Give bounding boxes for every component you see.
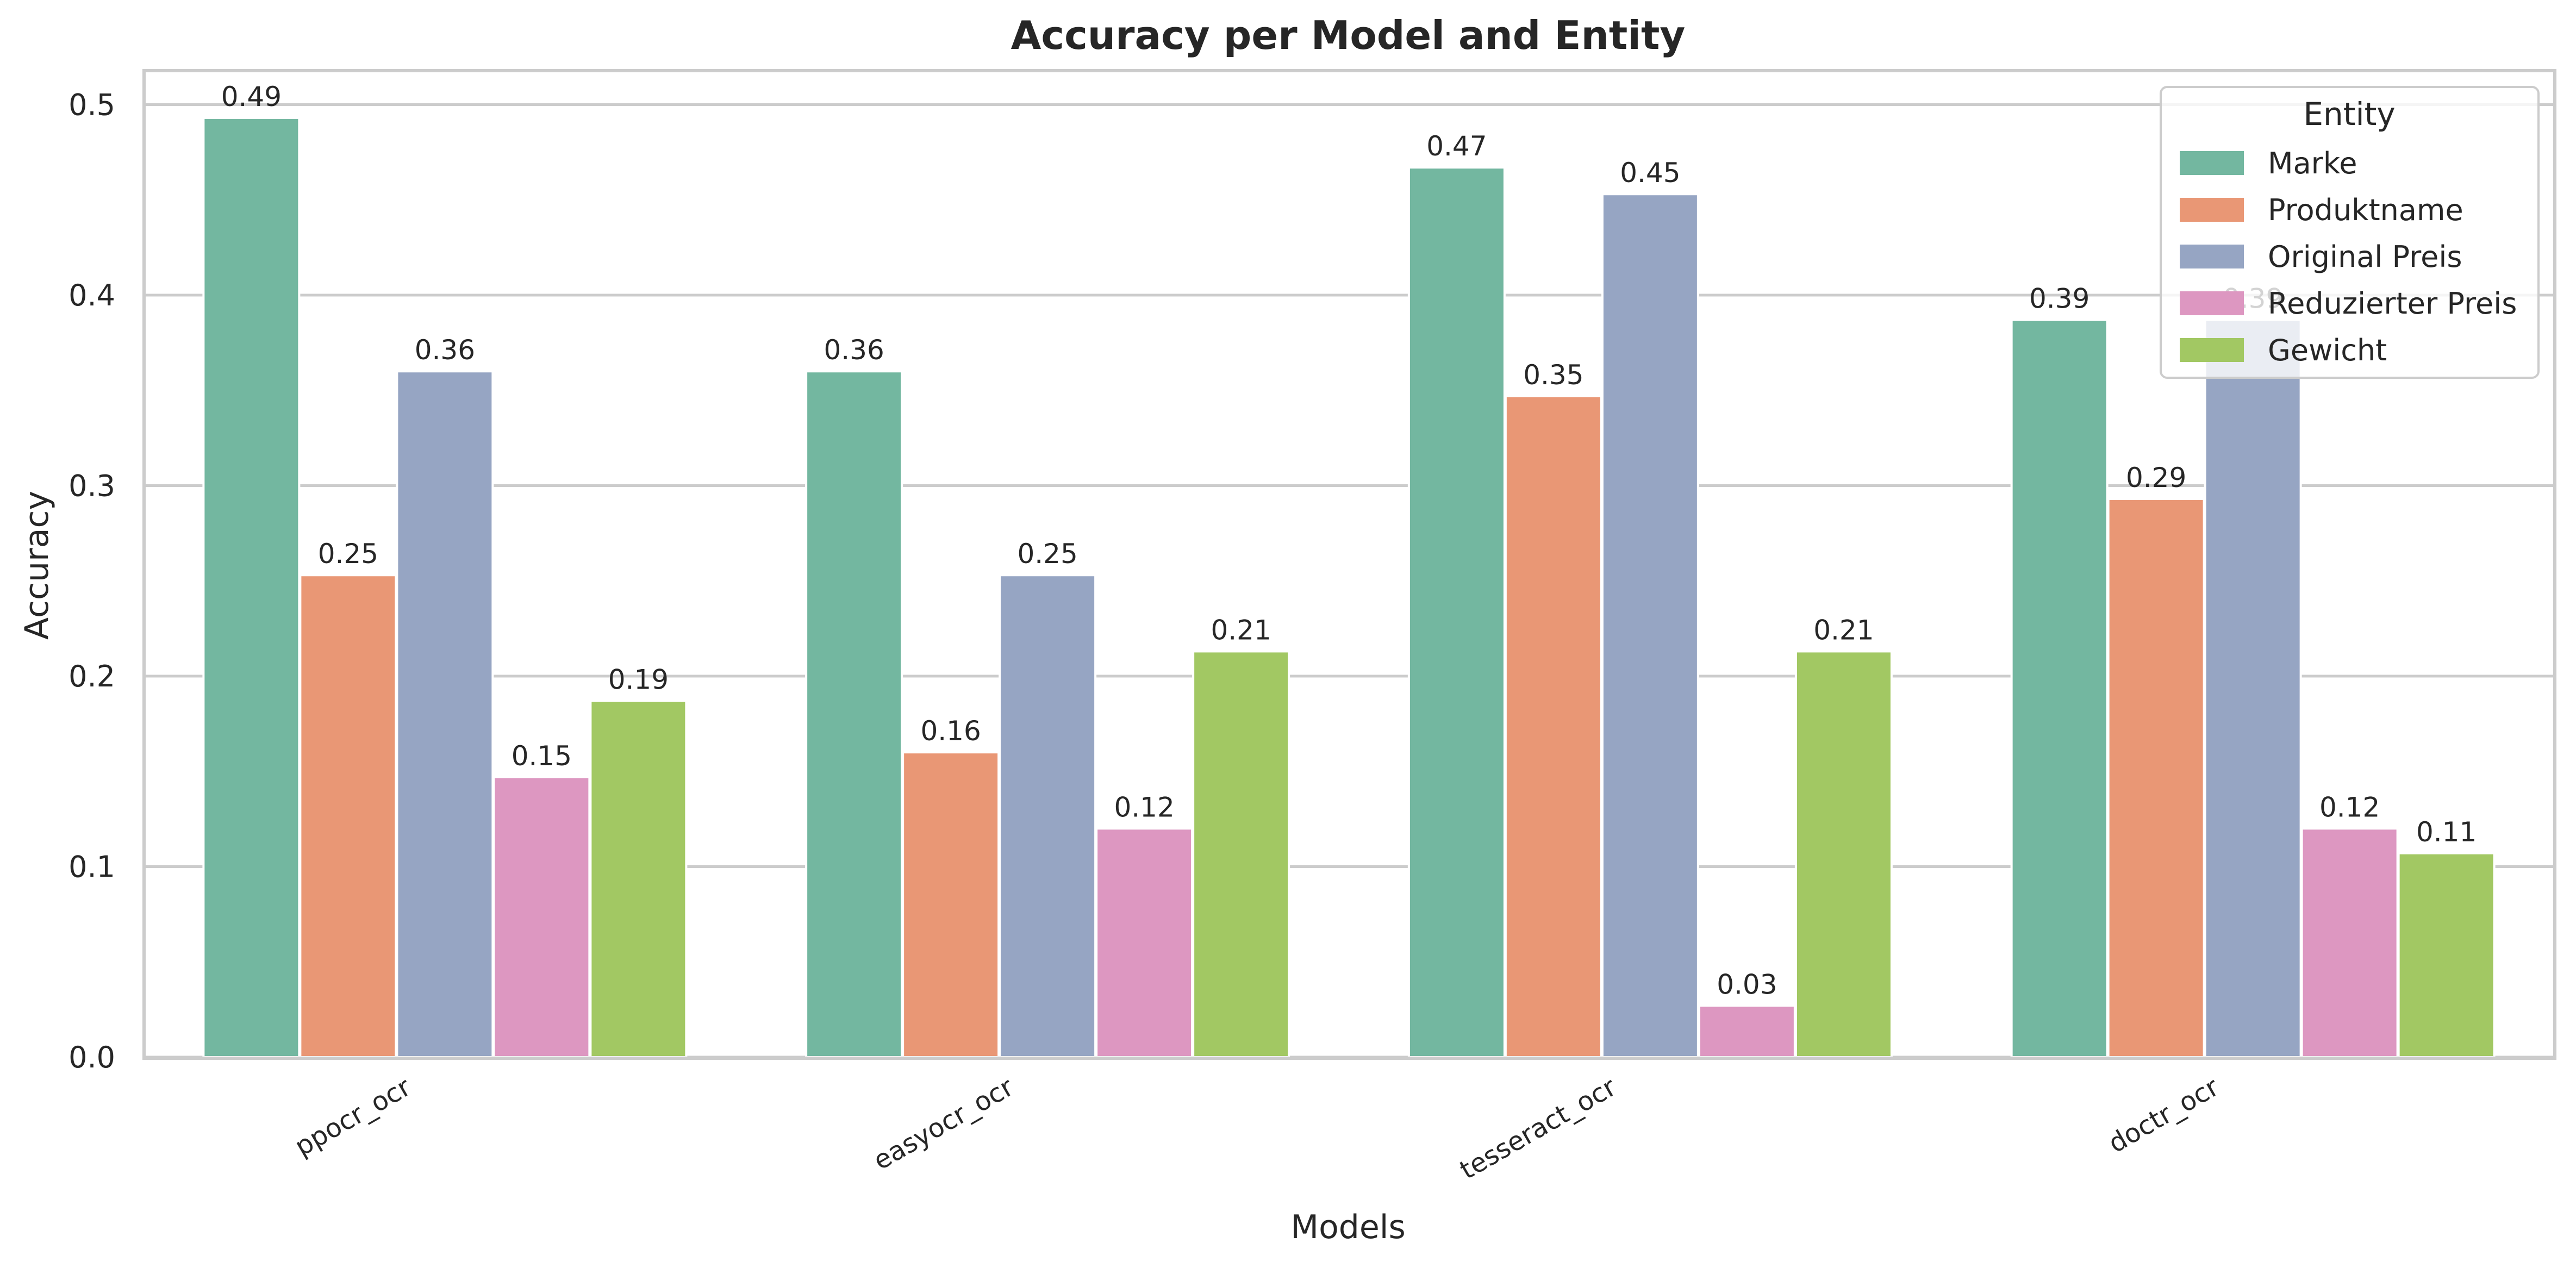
y-tick-label: 0.1 xyxy=(68,850,115,884)
y-tick-label: 0.5 xyxy=(68,88,115,122)
bar-produktname-easyocr_ocr xyxy=(902,751,1000,1058)
bar-value-label: 0.36 xyxy=(415,334,475,366)
x-axis-label: Models xyxy=(1290,1208,1405,1246)
bar-value-label: 0.25 xyxy=(1017,538,1077,570)
bar-value-label: 0.15 xyxy=(512,740,572,772)
bar-value-label: 0.29 xyxy=(2126,462,2186,494)
bar-value-label: 0.12 xyxy=(2319,791,2380,823)
x-axis-ticks: ppocr_ocr easyocr_ocr tesseract_ocr doctr_o… xyxy=(290,1072,2224,1186)
y-tick-label: 0.0 xyxy=(68,1040,115,1075)
bar-value-label: 0.35 xyxy=(1523,359,1583,391)
plot-frame xyxy=(142,69,2556,1060)
y-tick-label: 0.3 xyxy=(68,469,115,503)
y-axis-ticks: 0.0 0.1 0.2 0.3 0.4 0.5 xyxy=(68,88,115,1075)
legend-entry-label: Produktname xyxy=(2268,193,2463,227)
bar-reduzierter-preis-doctr_ocr xyxy=(2300,827,2399,1059)
bar-reduzierter-preis-tesseract_ocr xyxy=(1698,1004,1796,1058)
legend-entry-label: Gewicht xyxy=(2268,333,2387,367)
bar-value-label: 0.11 xyxy=(2416,816,2477,848)
bar-value-label: 0.36 xyxy=(824,334,884,366)
bar-produktname-doctr_ocr xyxy=(2107,498,2205,1058)
bar-marke-doctr_ocr xyxy=(2010,318,2109,1059)
legend-entry-label: Reduzierter Preis xyxy=(2268,286,2517,321)
legend-swatch xyxy=(2180,198,2244,222)
x-tick-label: tesseract_ocr xyxy=(1455,1072,1621,1186)
bar-gewicht-easyocr_ocr xyxy=(1192,650,1290,1059)
bar-original-preis-ppocr_ocr xyxy=(396,370,494,1059)
bar-marke-easyocr_ocr xyxy=(805,370,903,1059)
bar-value-label: 0.39 xyxy=(2029,283,2090,315)
bar-marke-tesseract_ocr xyxy=(1407,166,1506,1058)
chart-title: Accuracy per Model and Entity xyxy=(1011,13,1686,58)
x-tick-label: easyocr_ocr xyxy=(868,1072,1019,1176)
bar-original-preis-easyocr_ocr xyxy=(999,574,1097,1058)
bar-reduzierter-preis-ppocr_ocr xyxy=(492,776,591,1058)
x-tick-label: ppocr_ocr xyxy=(290,1072,416,1163)
bar-reduzierter-preis-easyocr_ocr xyxy=(1095,827,1194,1059)
y-tick-label: 0.2 xyxy=(68,659,115,694)
bar-marke-ppocr_ocr xyxy=(202,117,301,1058)
bar-gewicht-ppocr_ocr xyxy=(589,699,688,1058)
bar-value-label: 0.47 xyxy=(1426,130,1487,162)
legend-title: Entity xyxy=(2303,96,2395,133)
legend-entry-label: Original Preis xyxy=(2268,240,2462,274)
bar-value-label: 0.49 xyxy=(221,81,282,113)
bar-value-label: 0.12 xyxy=(1114,791,1174,823)
legend-swatch xyxy=(2180,291,2244,315)
legend-swatch xyxy=(2180,338,2244,362)
bar-produktname-tesseract_ocr xyxy=(1504,395,1602,1058)
legend-swatch xyxy=(2180,151,2244,175)
y-axis-label: Accuracy xyxy=(18,491,56,640)
legend-box xyxy=(2160,86,2540,379)
bar-value-label: 0.21 xyxy=(1211,614,1271,646)
bar-produktname-ppocr_ocr xyxy=(299,574,397,1058)
bar-gewicht-doctr_ocr xyxy=(2397,852,2496,1058)
bar-value-label: 0.25 xyxy=(318,538,378,570)
legend-entry-label: Marke xyxy=(2268,146,2357,180)
bar-original-preis-doctr_ocr xyxy=(2204,318,2302,1059)
y-tick-label: 0.4 xyxy=(68,278,115,313)
x-tick-label: doctr_ocr xyxy=(2103,1072,2224,1159)
bar-value-label: 0.45 xyxy=(1620,157,1680,189)
bar-value-label: 0.03 xyxy=(1717,969,1777,1000)
bar-value-label: 0.19 xyxy=(608,664,669,696)
legend: Entity Marke Produktname Original Preis Red… xyxy=(2160,86,2540,379)
bar-value-label: 0.16 xyxy=(920,715,981,747)
bar-value-labels: 0.49 0.25 0.36 0.15 0.19 0.36 0.16 0.25 0.12 0.21… xyxy=(221,81,2477,1000)
bar-gewicht-tesseract_ocr xyxy=(1794,650,1893,1059)
bar-value-label: 0.21 xyxy=(1813,614,1874,646)
bar-original-preis-tesseract_ocr xyxy=(1601,193,1699,1058)
bars xyxy=(202,117,2496,1059)
legend-swatch xyxy=(2180,245,2244,268)
